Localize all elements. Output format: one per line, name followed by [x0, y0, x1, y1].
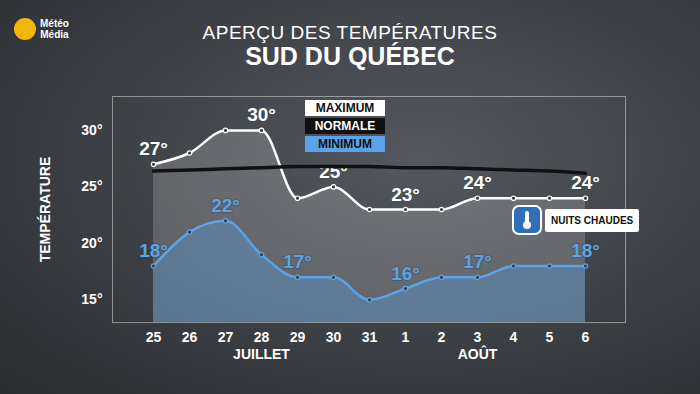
svg-text:17°: 17°	[463, 251, 492, 272]
html-text:APERÇU DES TEMPÉRATURES: APERÇU DES TEMPÉRATURES	[202, 22, 498, 43]
svg-text:18°: 18°	[571, 240, 600, 261]
svg-text:26: 26	[182, 329, 198, 345]
svg-text:6: 6	[582, 329, 590, 345]
svg-text:4: 4	[510, 329, 518, 345]
svg-text:JUILLET: JUILLET	[233, 346, 290, 362]
svg-text:22°: 22°	[211, 195, 240, 216]
svg-text:30: 30	[326, 329, 342, 345]
svg-text:24°: 24°	[571, 172, 600, 193]
svg-text:20°: 20°	[81, 235, 102, 251]
svg-text:25°: 25°	[81, 178, 102, 194]
svg-text:16°: 16°	[391, 263, 420, 284]
html-text:NUITS CHAUDES: NUITS CHAUDES	[551, 214, 634, 226]
svg-text:25: 25	[146, 329, 162, 345]
html-text:SUD DU QUÉBEC: SUD DU QUÉBEC	[245, 42, 455, 70]
svg-text:27°: 27°	[139, 138, 168, 159]
svg-text:2: 2	[438, 329, 446, 345]
svg-text:30°: 30°	[247, 104, 276, 125]
svg-text:AOÛT: AOÛT	[458, 345, 498, 362]
svg-text:3: 3	[474, 329, 482, 345]
svg-text:18°: 18°	[139, 240, 168, 261]
svg-text:15°: 15°	[81, 291, 102, 307]
html-text:NORMALE: NORMALE	[314, 119, 376, 133]
svg-text:TEMPÉRATURE: TEMPÉRATURE	[37, 157, 53, 263]
svg-text:28: 28	[254, 329, 270, 345]
svg-text:25°: 25°	[319, 161, 348, 182]
svg-text:1: 1	[402, 329, 410, 345]
html-text:Météo: Météo	[40, 18, 69, 29]
html-text:MAXIMUM: MAXIMUM	[315, 101, 375, 115]
svg-text:5: 5	[546, 329, 554, 345]
svg-text:23°: 23°	[391, 184, 420, 205]
svg-text:30°: 30°	[81, 122, 102, 138]
html-text:MINIMUM: MINIMUM	[318, 137, 372, 151]
svg-text:29: 29	[290, 329, 306, 345]
html-text:Média: Média	[40, 29, 69, 40]
svg-text:17°: 17°	[283, 251, 312, 272]
svg-text:31: 31	[362, 329, 378, 345]
svg-text:27: 27	[218, 329, 234, 345]
svg-text:24°: 24°	[463, 172, 492, 193]
